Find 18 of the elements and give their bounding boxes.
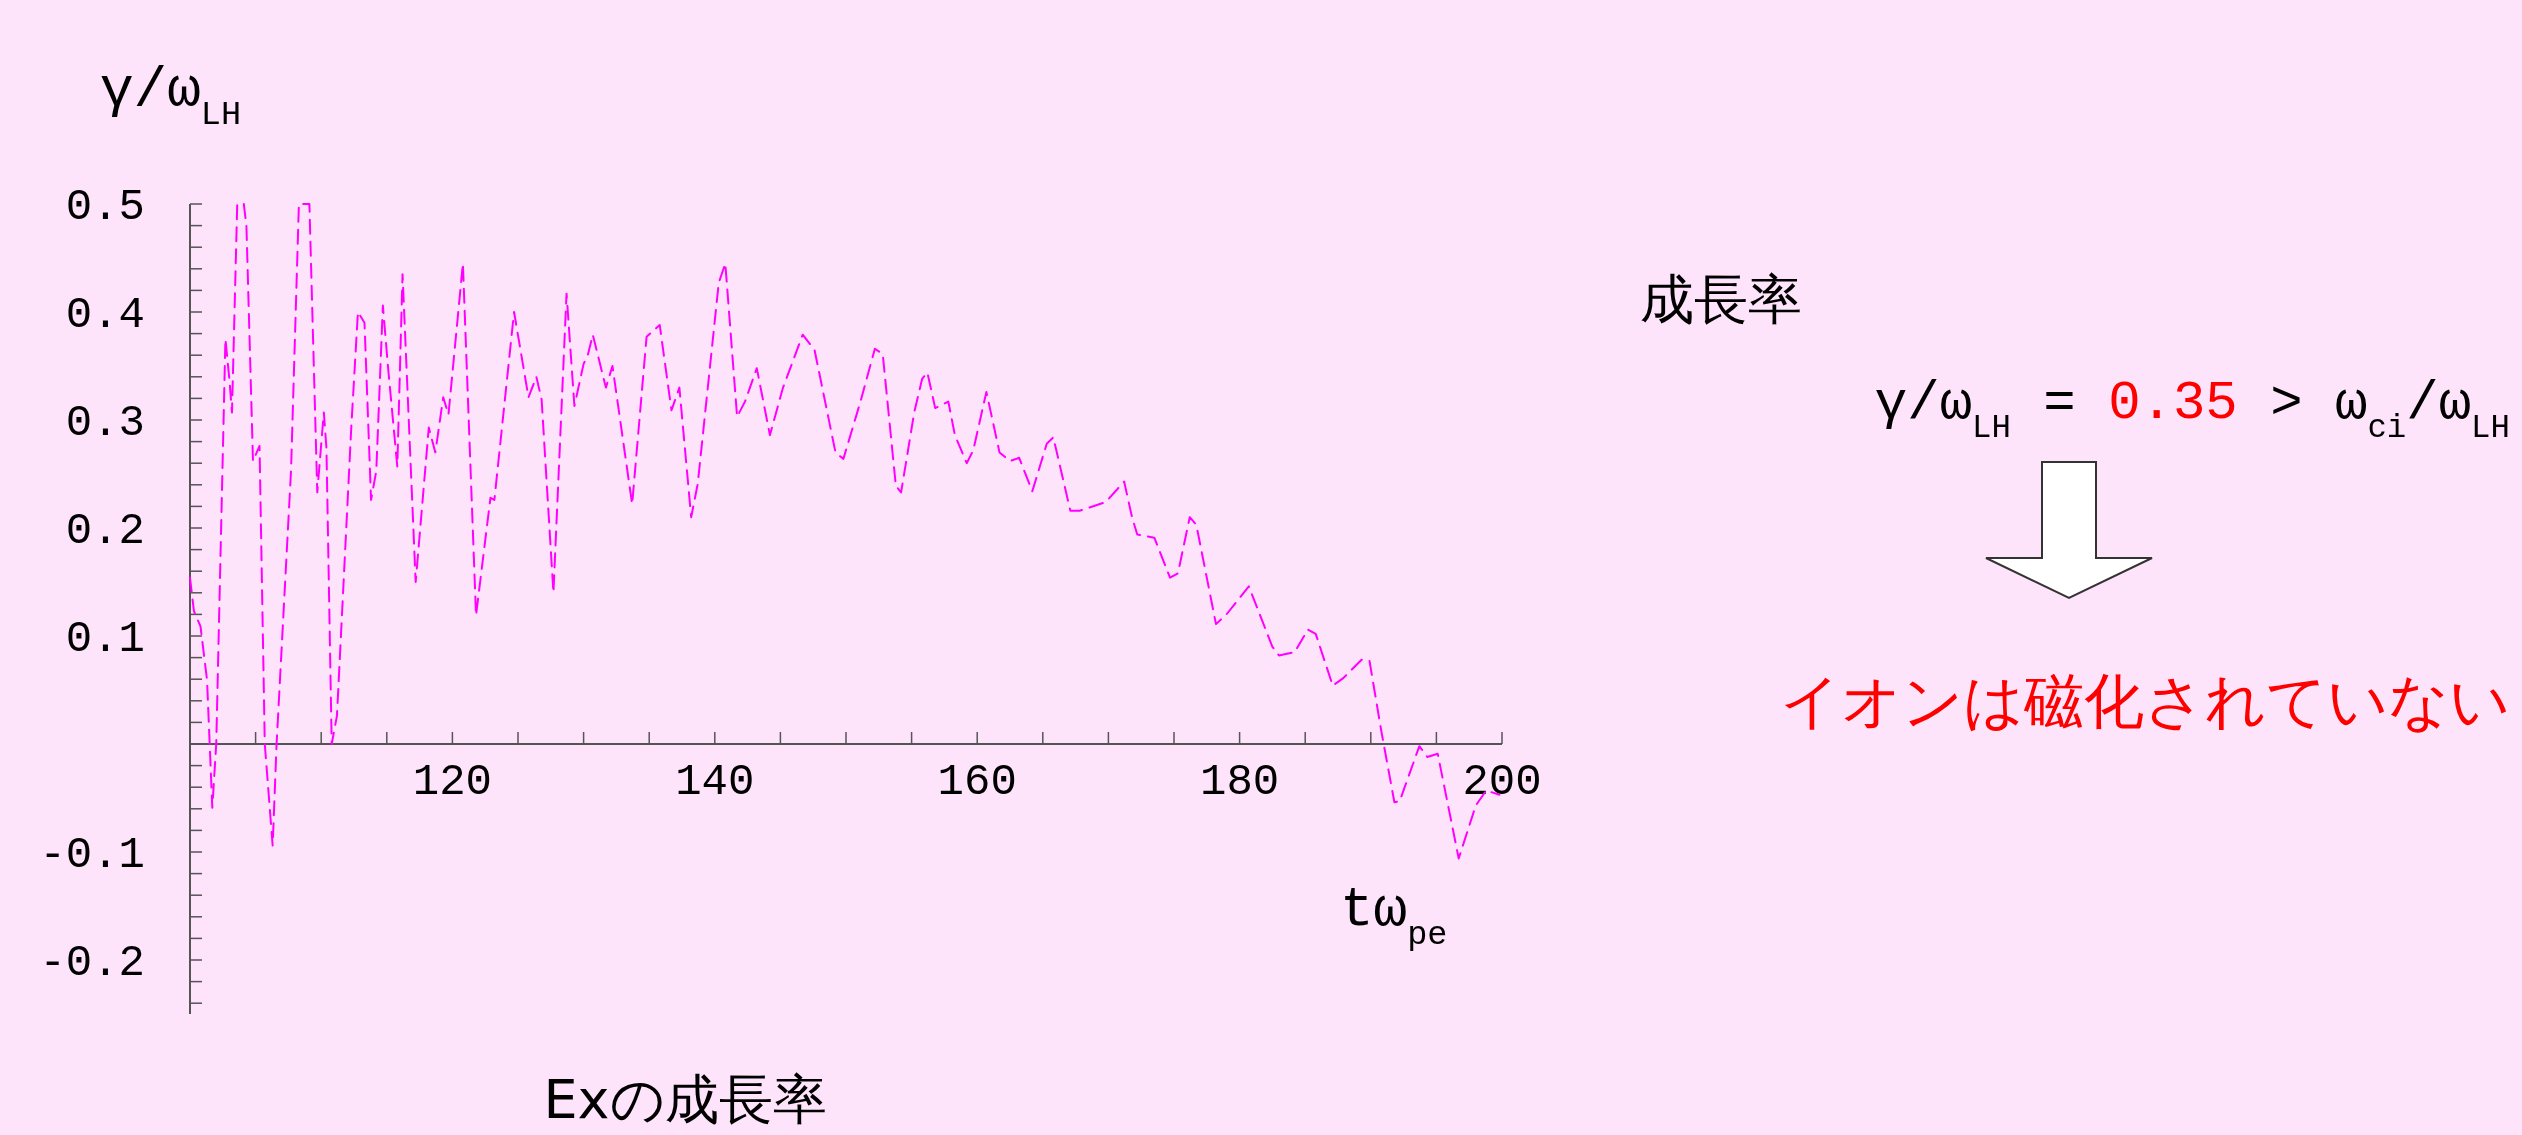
- x-axis-title: tω$_{pe}$: [1340, 878, 1448, 954]
- y-tick-label: 0.4: [65, 290, 145, 340]
- text: 成長率: [1640, 268, 1802, 331]
- x-tick-label: 120: [412, 757, 493, 807]
- x-tick-label: 160: [937, 757, 1017, 807]
- y-tick-label: 0.2: [65, 506, 145, 556]
- y-axis-title: γ/ω$_{LH}$: [100, 58, 242, 134]
- y-tick-label: -0.2: [39, 938, 145, 988]
- text: γ/ω$_{LH}$ = 0.35 > ω$_{ci}$/ω$_{LH}$: [1874, 373, 2510, 447]
- text: イオンは磁化されていない: [1780, 666, 2510, 736]
- y-tick-label: 0.5: [65, 182, 145, 232]
- y-tick-label: -0.1: [39, 830, 145, 880]
- y-tick-label: 0.1: [65, 614, 145, 664]
- x-tick-label: 200: [1462, 757, 1542, 807]
- x-tick-label: 140: [675, 757, 755, 807]
- x-tick-label: 180: [1199, 757, 1280, 807]
- y-tick-label: 0.3: [65, 398, 145, 448]
- text: Exの成長率: [543, 1068, 827, 1131]
